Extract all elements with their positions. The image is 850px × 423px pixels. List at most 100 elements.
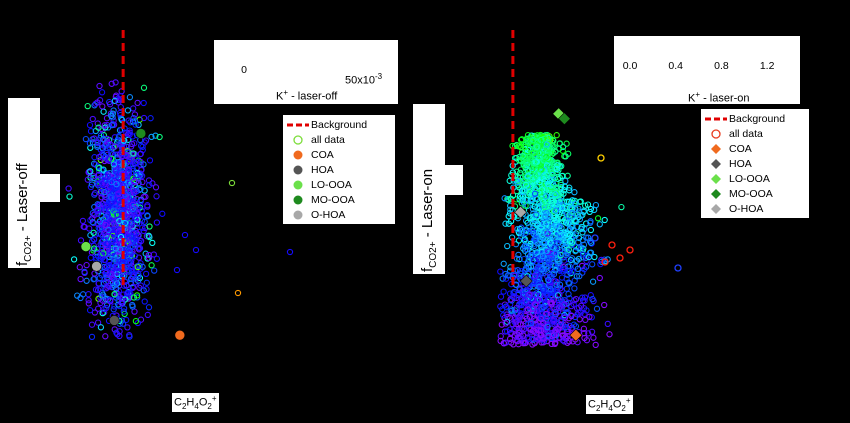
data-point <box>569 209 576 216</box>
data-point <box>140 84 148 91</box>
right-legend: Background all data COA HOA LO-OOA MO-OOA O-HO… <box>700 108 810 219</box>
data-point <box>83 261 90 269</box>
data-point <box>99 103 106 110</box>
data-point <box>570 321 578 328</box>
data-point <box>557 197 564 205</box>
data-point <box>125 239 132 246</box>
colorbar-tick-label: 0 <box>241 64 247 76</box>
data-point <box>140 193 147 201</box>
data-point <box>90 242 97 249</box>
data-point <box>88 321 96 328</box>
data-point <box>173 266 181 274</box>
data-point <box>120 308 127 315</box>
data-point <box>518 302 525 309</box>
legend-label: Background <box>311 118 368 131</box>
data-point <box>107 216 114 224</box>
data-point <box>568 302 575 310</box>
data-point <box>118 299 125 307</box>
legend-label: HOA <box>311 163 334 176</box>
data-point <box>575 304 583 311</box>
data-point <box>140 227 147 235</box>
data-point <box>542 213 549 220</box>
data-point <box>498 321 505 328</box>
data-point <box>541 204 549 211</box>
data-point <box>543 310 550 318</box>
data-point <box>525 321 532 328</box>
data-point <box>110 220 118 228</box>
data-point <box>139 224 146 231</box>
data-point <box>581 294 589 301</box>
data-point <box>113 181 120 188</box>
data-point <box>535 283 542 291</box>
data-point <box>95 165 103 172</box>
data-point <box>553 165 560 173</box>
data-point <box>101 188 108 196</box>
data-point <box>574 265 582 273</box>
data-point <box>526 291 533 298</box>
data-point <box>148 133 155 141</box>
data-point <box>112 79 119 86</box>
data-point <box>567 237 574 245</box>
data-point <box>95 305 102 312</box>
left-x-axis-label: C2H4O2+ <box>172 393 219 412</box>
legend-symbol <box>285 133 311 147</box>
data-point <box>584 201 592 208</box>
data-point <box>503 318 511 325</box>
data-point <box>518 187 526 194</box>
data-point <box>144 203 151 210</box>
data-point <box>142 250 149 257</box>
data-point <box>79 217 87 225</box>
data-point <box>151 267 158 274</box>
data-point <box>115 301 122 308</box>
legend-entry: Background <box>703 111 807 126</box>
data-point <box>541 296 548 303</box>
data-point <box>87 168 94 175</box>
data-point <box>113 280 120 287</box>
data-point <box>510 341 517 348</box>
data-point <box>94 143 101 150</box>
data-point <box>95 124 102 131</box>
data-point <box>105 156 113 163</box>
data-point <box>525 170 532 177</box>
data-point <box>587 239 595 246</box>
data-point <box>618 203 625 211</box>
data-point <box>117 246 124 253</box>
data-point <box>121 219 129 227</box>
data-point <box>552 310 559 317</box>
data-point <box>590 334 597 341</box>
data-point <box>102 214 109 221</box>
data-point <box>524 138 531 145</box>
data-point <box>548 301 555 308</box>
data-point <box>514 331 521 338</box>
data-point <box>137 171 144 179</box>
data-point <box>97 231 105 238</box>
data-point <box>94 120 101 127</box>
data-point <box>524 306 532 313</box>
legend-label: LO-OOA <box>729 172 770 185</box>
data-point <box>109 249 116 257</box>
legend-symbol <box>703 172 729 186</box>
data-point <box>596 274 603 282</box>
data-point <box>124 107 132 114</box>
data-point <box>108 194 115 201</box>
colorbar-tick-label: 1.2 <box>759 60 775 72</box>
data-point <box>66 193 73 200</box>
data-point <box>564 220 572 227</box>
data-point <box>90 236 98 243</box>
data-point <box>84 176 91 183</box>
data-point <box>497 293 505 300</box>
data-point <box>70 256 78 263</box>
data-point <box>573 273 580 280</box>
data-point <box>525 303 532 310</box>
data-point <box>145 304 153 311</box>
data-point <box>608 241 616 249</box>
data-point <box>536 179 543 186</box>
data-point <box>99 293 106 300</box>
data-point <box>140 99 147 107</box>
data-point <box>559 147 567 154</box>
data-point <box>111 256 118 263</box>
data-point <box>141 218 148 225</box>
data-point <box>142 270 150 278</box>
data-point <box>143 279 150 286</box>
data-point <box>564 271 571 278</box>
